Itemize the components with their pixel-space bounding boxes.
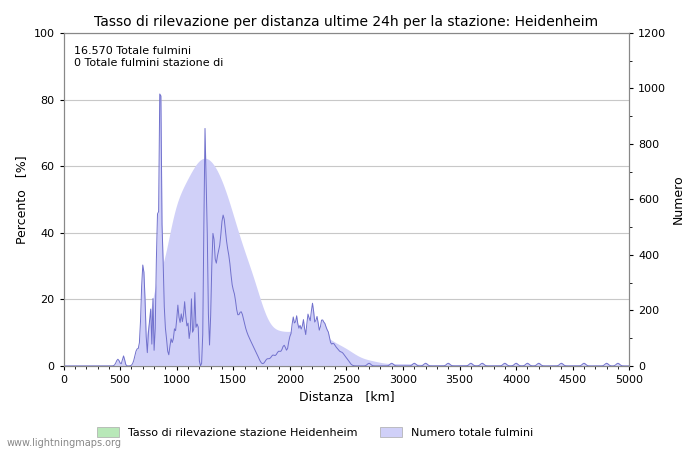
X-axis label: Distanza   [km]: Distanza [km] xyxy=(299,391,394,404)
Title: Tasso di rilevazione per distanza ultime 24h per la stazione: Heidenheim: Tasso di rilevazione per distanza ultime… xyxy=(94,15,598,29)
Text: 16.570 Totale fulmini
0 Totale fulmini stazione di: 16.570 Totale fulmini 0 Totale fulmini s… xyxy=(74,46,223,68)
Y-axis label: Numero: Numero xyxy=(672,175,685,224)
Text: www.lightningmaps.org: www.lightningmaps.org xyxy=(7,438,122,448)
Legend: Tasso di rilevazione stazione Heidenheim, Numero totale fulmini: Tasso di rilevazione stazione Heidenheim… xyxy=(92,423,538,442)
Y-axis label: Percento   [%]: Percento [%] xyxy=(15,155,28,244)
